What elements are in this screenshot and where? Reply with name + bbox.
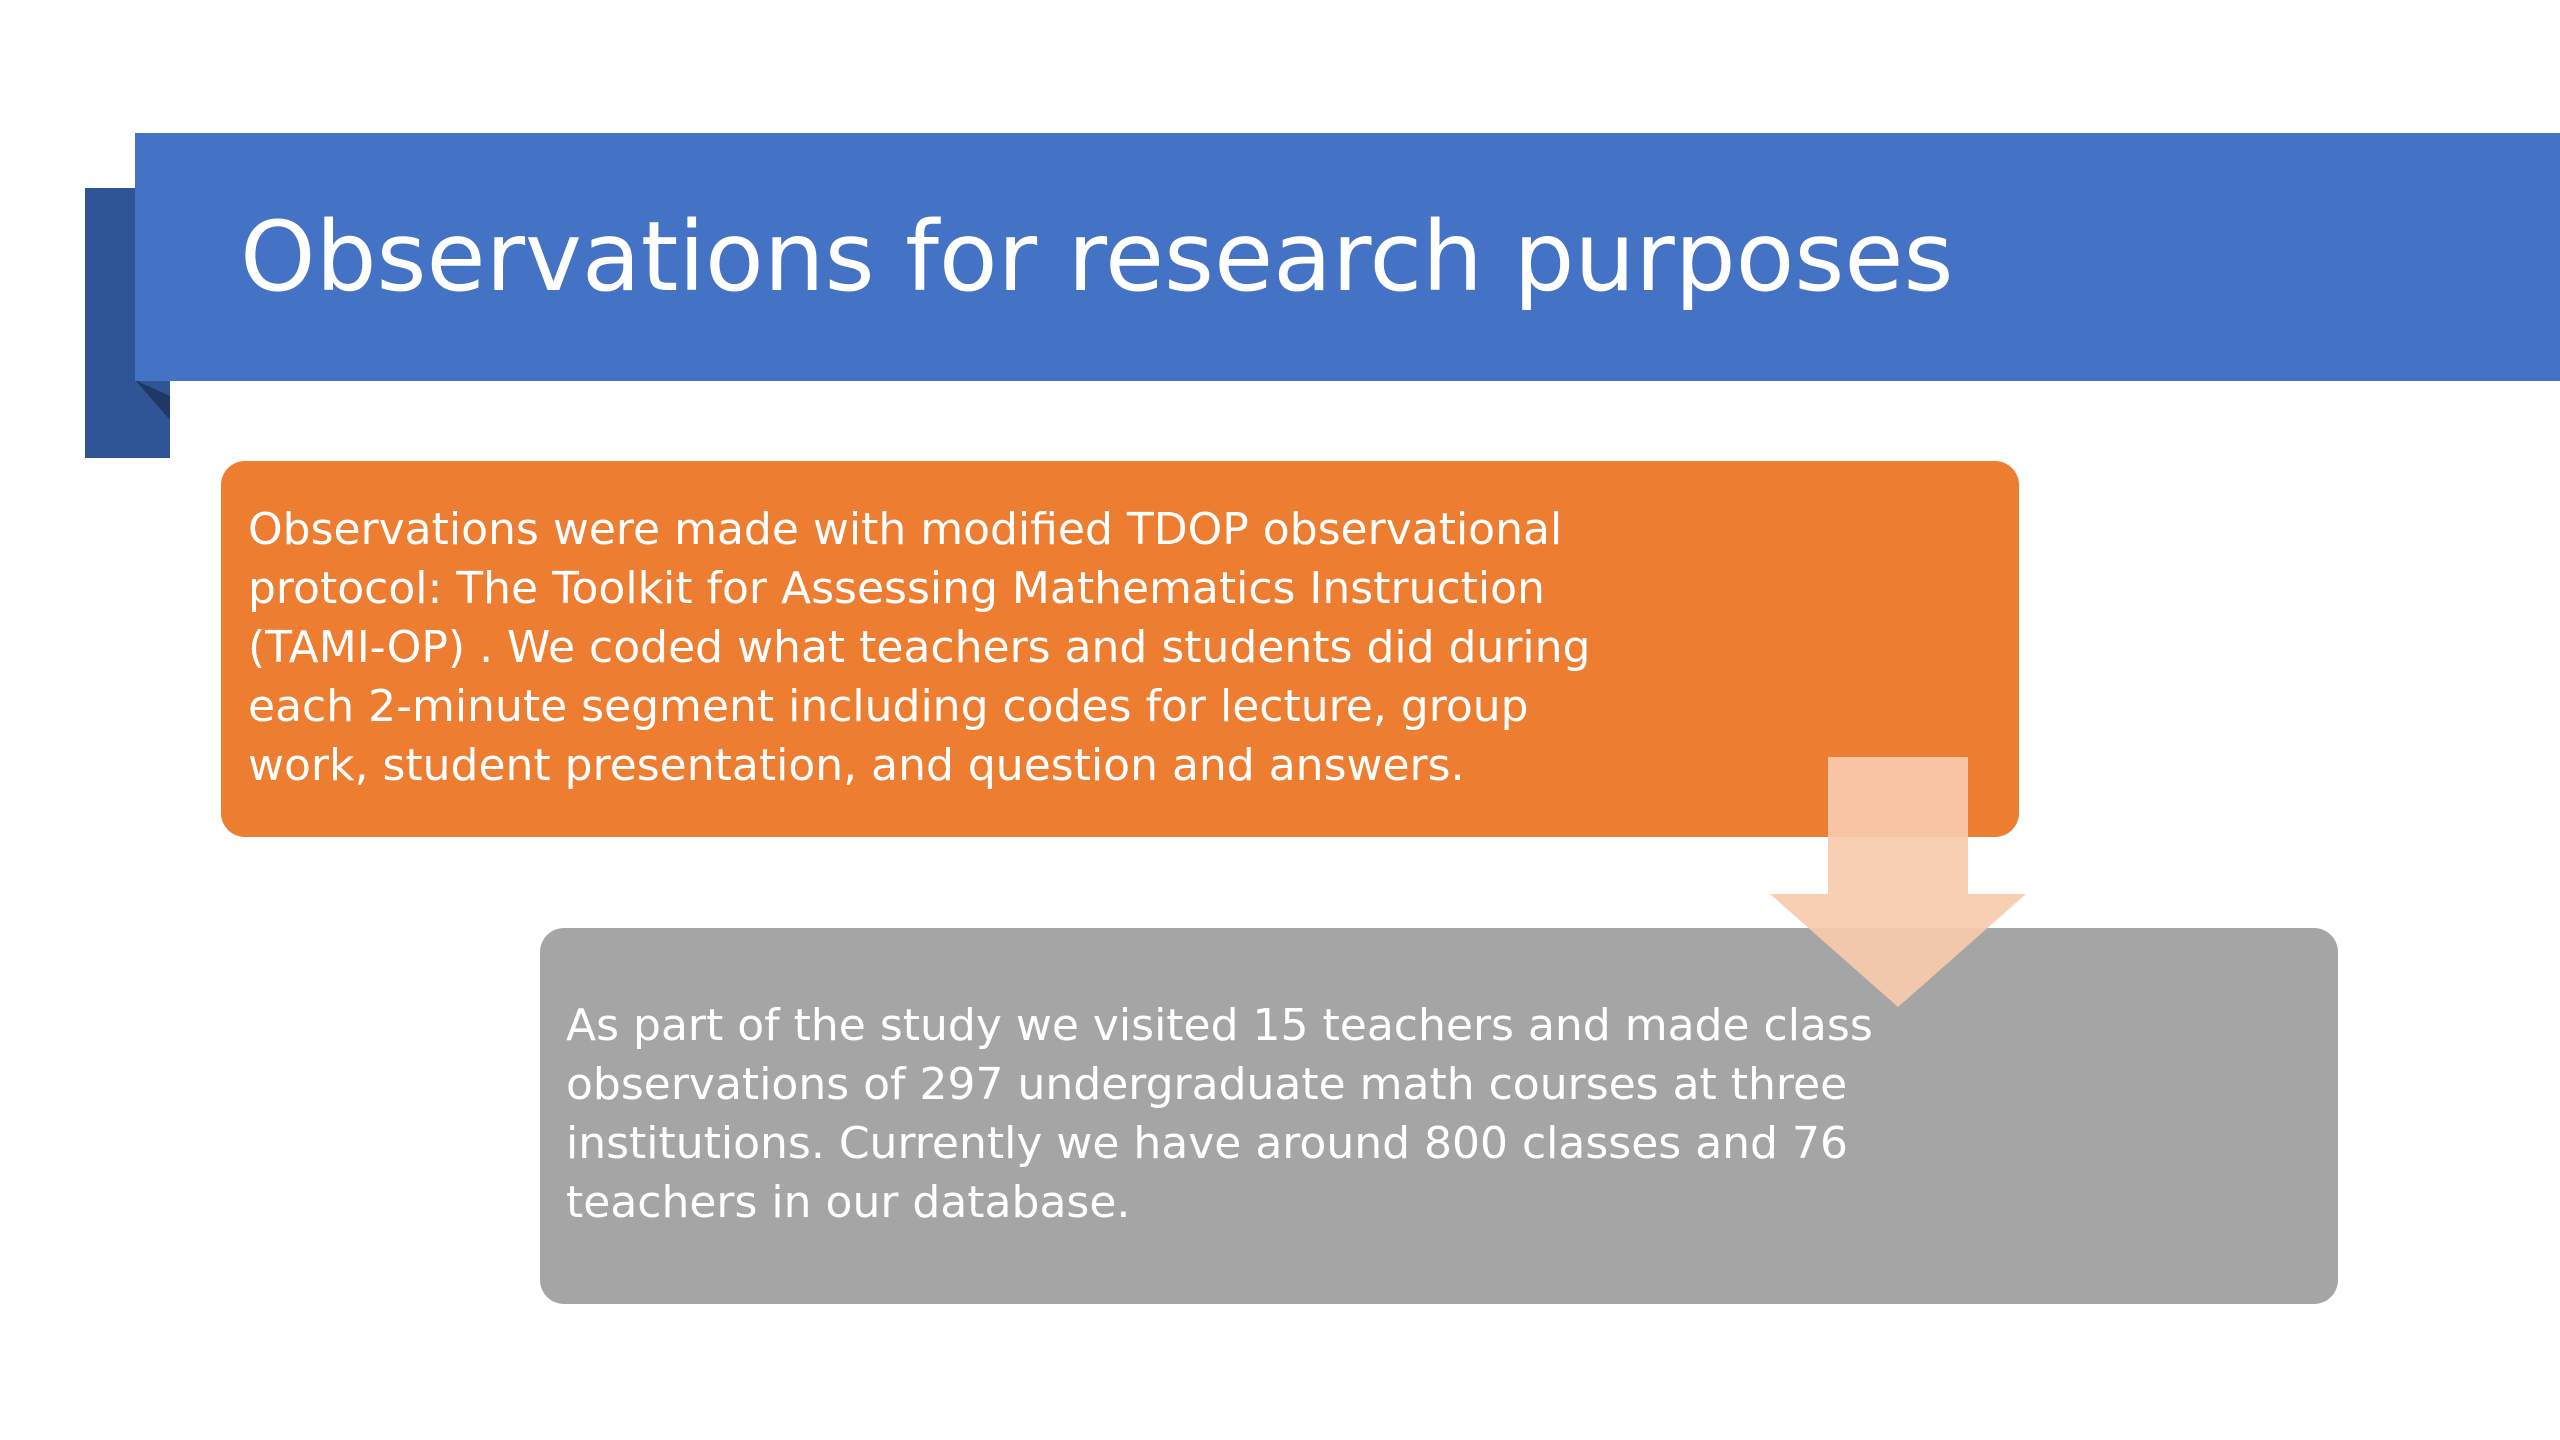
observation-method-box [221, 461, 2019, 837]
title-banner: Observations for research purposes [135, 133, 2560, 381]
observation-method-text: Observations were made with modified TDO… [248, 504, 1591, 791]
study-summary-box [540, 928, 2338, 1304]
down-arrow-icon [1770, 757, 2026, 1007]
slide-title: Observations for research purposes [240, 201, 1954, 313]
study-summary-text: As part of the study we visited 15 teach… [566, 1000, 1873, 1228]
